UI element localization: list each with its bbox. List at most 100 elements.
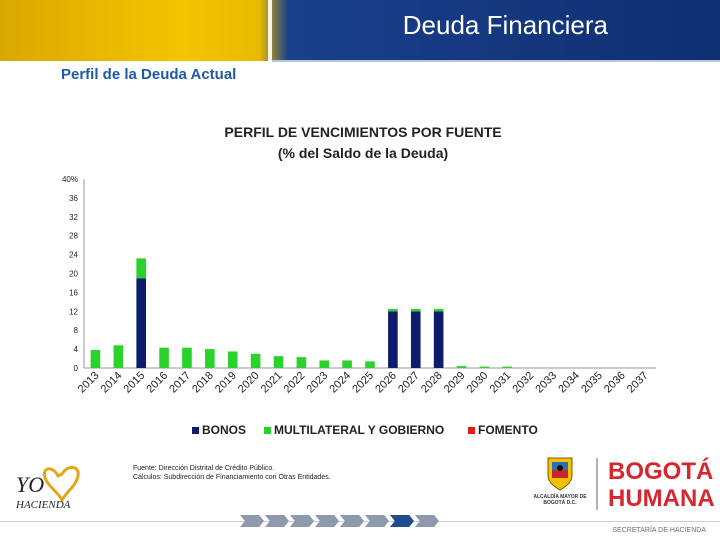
y-tick-label: 32 (69, 213, 78, 222)
bar-multilateral-y-gobierno-2020 (250, 353, 261, 368)
y-tick-label: 20 (69, 270, 78, 279)
x-tick-label: 2022 (282, 370, 308, 396)
y-tick-label: 4 (74, 345, 79, 354)
header-band: Deuda Financiera (0, 0, 720, 62)
y-tick-label: 0 (74, 364, 79, 373)
x-tick-label: 2020 (236, 370, 262, 396)
progress-step (365, 515, 389, 527)
y-tick-label: 40% (62, 175, 78, 184)
humana-wordmark: HUMANA (608, 485, 715, 512)
x-tick-label: 2023 (305, 370, 331, 396)
legend-swatch (192, 427, 199, 434)
progress-step (315, 515, 339, 527)
y-tick-label: 28 (69, 232, 78, 241)
progress-step (340, 515, 364, 527)
bar-multilateral-y-gobierno-2016 (159, 347, 169, 368)
x-tick-label: 2021 (259, 370, 285, 396)
x-tick-label: 2016 (144, 370, 170, 396)
bar-multilateral-y-gobierno-2022 (296, 357, 307, 368)
bar-multilateral-y-gobierno-2017 (182, 347, 192, 368)
yo-hacienda-logo-mark: YO HACIENDA (15, 466, 80, 511)
logo-separator (596, 458, 598, 510)
bar-multilateral-y-gobierno-2031 (502, 366, 513, 368)
bogota-wordmark: BOGOTÁ (608, 458, 714, 485)
slide-title: Deuda Financiera (402, 10, 608, 40)
bar-bonos-2028 (433, 311, 444, 368)
header-divider (268, 0, 272, 61)
x-ticks: 2013201420152016201720182019202020212022… (76, 370, 651, 396)
bar-bonos-2015 (136, 278, 147, 368)
bogota-humana-logo: ALCALDÍA MAYOR DE BOGOTÁ D.C. BOGOTÁ HUM… (532, 456, 715, 518)
x-tick-label: 2034 (556, 370, 582, 396)
x-tick-label: 2029 (442, 370, 468, 396)
x-tick-label: 2026 (373, 370, 399, 396)
source-line: Fuente: Dirección Distrital de Crédito P… (133, 465, 275, 472)
legend: BONOS MULTILATERAL Y GOBIERNO FOMENTO (192, 423, 538, 437)
source-note: Fuente: Dirección Distrital de Crédito P… (133, 464, 331, 482)
bar-multilateral-y-gobierno-2024 (342, 360, 352, 368)
x-tick-label: 2033 (533, 370, 559, 396)
bar-multilateral-y-gobierno-2014 (113, 345, 124, 368)
chart-title-line2: (% del Saldo de la Deuda) (278, 145, 448, 161)
x-tick-label: 2015 (122, 370, 148, 396)
x-tick-label: 2030 (465, 370, 491, 396)
bar-bonos-2027 (410, 311, 421, 368)
bar-multilateral-y-gobierno-2015 (136, 258, 147, 279)
y-tick-label: 24 (69, 251, 78, 260)
x-tick-label: 2013 (76, 370, 102, 396)
x-tick-label: 2018 (190, 370, 216, 396)
progress-step (290, 515, 314, 527)
y-tick-label: 8 (74, 326, 79, 335)
x-tick-label: 2024 (327, 370, 353, 396)
progress-step (240, 515, 264, 527)
header-rule (272, 60, 720, 62)
x-tick-label: 2014 (99, 370, 125, 396)
legend-label: MULTILATERAL Y GOBIERNO (274, 423, 444, 437)
bar-multilateral-y-gobierno-2027 (410, 308, 421, 312)
x-tick-label: 2037 (625, 370, 651, 396)
x-tick-label: 2028 (419, 370, 445, 396)
bar-multilateral-y-gobierno-2030 (479, 366, 490, 368)
x-tick-label: 2036 (602, 370, 628, 396)
bar-multilateral-y-gobierno-2026 (388, 308, 398, 312)
hacienda-text: HACIENDA (15, 499, 71, 511)
progress-step (415, 515, 439, 527)
bar-multilateral-y-gobierno-2028 (433, 308, 444, 312)
bar-multilateral-y-gobierno-2019 (227, 351, 238, 368)
progress-step (265, 515, 289, 527)
yo-hacienda-logo: YO HACIENDA (12, 458, 96, 520)
bar-multilateral-y-gobierno-2029 (456, 366, 467, 368)
progress-steps (240, 515, 440, 529)
y-tick-label: 16 (69, 288, 78, 297)
legend-swatch (264, 427, 271, 434)
y-tick-label: 12 (69, 307, 78, 316)
slide-subtitle: Perfil de la Deuda Actual (61, 66, 237, 83)
x-tick-label: 2027 (396, 370, 422, 396)
y-ticks: 0 4 8 12 16 20 24 28 32 36 40% (62, 175, 79, 373)
calculations-line: Cálculos: Subdirección de Financiamiento… (133, 474, 331, 481)
bar-multilateral-y-gobierno-2013 (90, 350, 101, 368)
bar-multilateral-y-gobierno-2025 (365, 361, 375, 368)
bar-multilateral-y-gobierno-2021 (273, 356, 284, 368)
progress-step (390, 515, 414, 527)
x-tick-label: 2019 (213, 370, 239, 396)
bar-bonos-2026 (388, 311, 398, 368)
x-tick-label: 2032 (510, 370, 536, 396)
bar-multilateral-y-gobierno-2023 (319, 360, 330, 368)
bar-multilateral-y-gobierno-2018 (205, 349, 215, 368)
y-tick-label: 36 (69, 194, 78, 203)
bogota-crest-icon (547, 457, 573, 491)
legend-label: BONOS (202, 423, 246, 437)
x-tick-label: 2035 (579, 370, 605, 396)
x-tick-label: 2017 (167, 370, 193, 396)
crest-caption: ALCALDÍA MAYOR DE BOGOTÁ D.C. (533, 494, 587, 506)
maturity-profile-chart: PERFIL DE VENCIMIENTOS POR FUENTE (% del… (62, 124, 656, 437)
footer-secretaria: SECRETARÍA DE HACIENDA (612, 527, 706, 534)
chart-title-line1: PERFIL DE VENCIMIENTOS POR FUENTE (224, 124, 501, 140)
x-tick-label: 2031 (488, 370, 514, 396)
yo-text: YO (16, 472, 44, 497)
x-tick-label: 2025 (350, 370, 376, 396)
bars (90, 258, 513, 368)
legend-swatch (468, 427, 475, 434)
legend-label: FOMENTO (478, 423, 538, 437)
